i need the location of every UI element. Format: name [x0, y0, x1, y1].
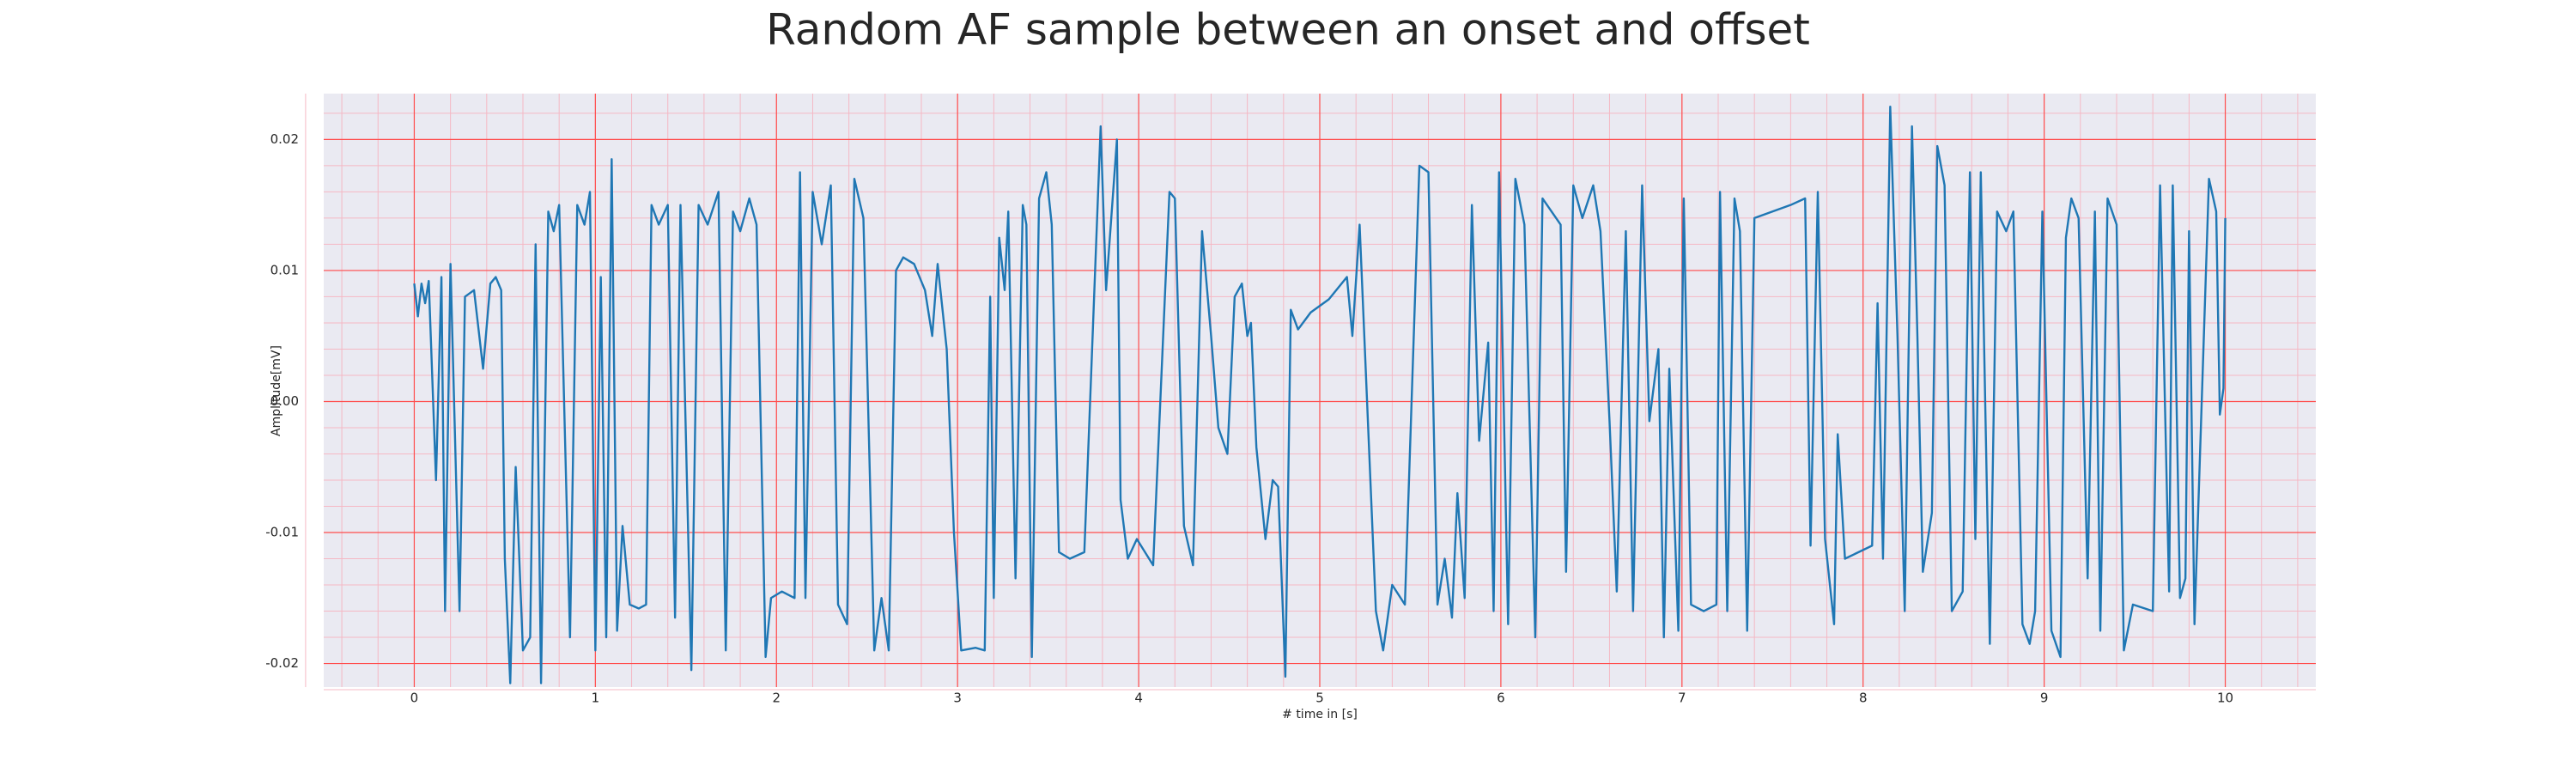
- signal-line: [413, 106, 2227, 685]
- x-tick-label: 5: [1315, 691, 1324, 706]
- x-tick-label: 6: [1497, 691, 1505, 706]
- x-tick-label: 3: [953, 691, 962, 706]
- x-tick-label: 9: [2040, 691, 2049, 706]
- y-tick-label: 0.00: [270, 393, 299, 409]
- x-tick-label: 7: [1678, 691, 1686, 706]
- x-tick-label: 8: [1859, 691, 1868, 706]
- x-axis-label: # time in [s]: [1282, 708, 1358, 721]
- y-axis-label: Amplitude[mV]: [270, 345, 283, 436]
- x-tick-label: 10: [2217, 691, 2233, 706]
- x-tick-label: 2: [772, 691, 781, 706]
- y-tick-label: -0.02: [265, 655, 299, 671]
- x-tick-label: 4: [1134, 691, 1143, 706]
- y-tick-label: -0.01: [265, 525, 299, 540]
- y-tick-label: 0.01: [270, 262, 299, 277]
- chart-title: Random AF sample between an onset and of…: [766, 5, 1810, 55]
- x-tick-label: 0: [410, 691, 419, 706]
- x-tick-label: 1: [592, 691, 600, 706]
- y-tick-label: 0.02: [270, 131, 299, 147]
